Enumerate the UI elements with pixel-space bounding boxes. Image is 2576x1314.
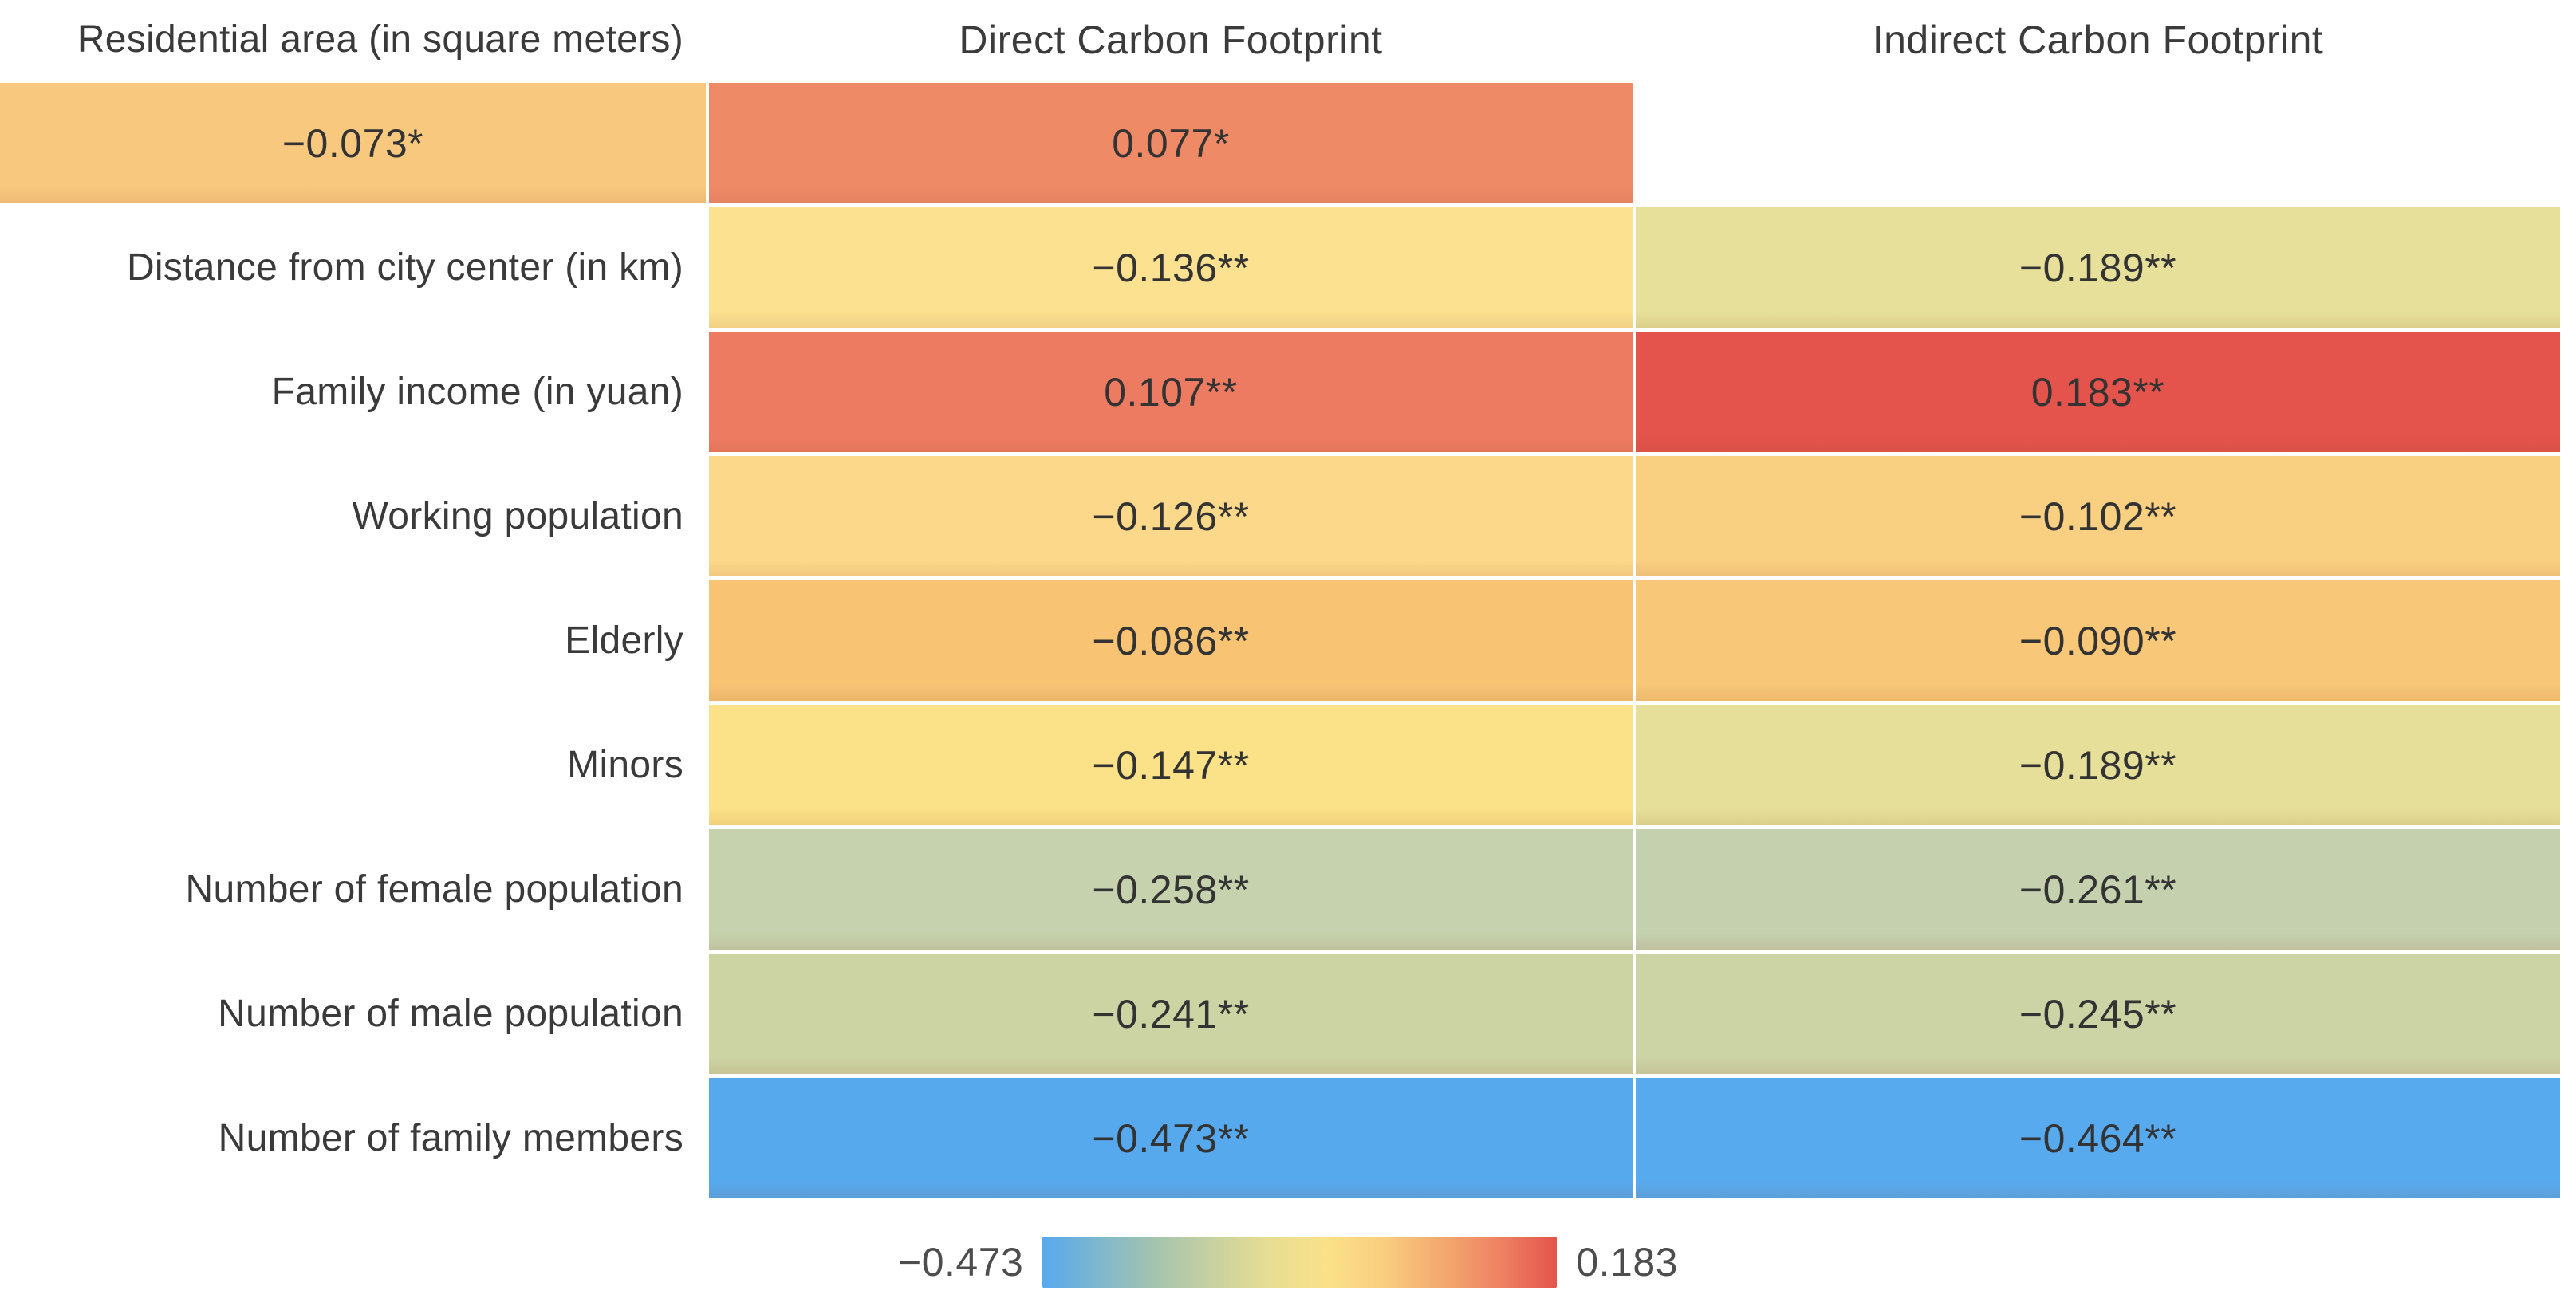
row-label: Residential area (in square meters) [77, 18, 683, 61]
cell-value: −0.136** [1092, 245, 1250, 290]
column-header-indirect: Indirect Carbon Footprint [1872, 17, 2324, 62]
cell-value: −0.189** [2019, 245, 2177, 290]
colorbar-legend: −0.473 0.183 [0, 1237, 2576, 1288]
cell-value: −0.464** [2019, 1115, 2177, 1161]
cell-value: −0.126** [1092, 494, 1250, 539]
heatmap-cell[interactable]: −0.189** [1636, 207, 2560, 328]
colorbar-max-label: 0.183 [1576, 1240, 1678, 1284]
cell-value: −0.241** [1092, 991, 1250, 1037]
heatmap-cell[interactable]: −0.147** [709, 705, 1633, 825]
cell-value: −0.261** [2019, 867, 2177, 912]
heatmap-cell[interactable]: 0.077* [709, 83, 1633, 203]
row-label: Number of family members [218, 1117, 683, 1159]
row-label: Minors [567, 744, 683, 786]
heatmap-cell[interactable]: −0.090** [1636, 580, 2560, 701]
row-label: Number of male population [218, 993, 683, 1035]
heatmap-cell[interactable]: −0.073* [0, 83, 706, 203]
heatmap-cell[interactable]: −0.258** [709, 829, 1633, 950]
cell-value: 0.107** [1104, 369, 1238, 415]
row-label: Family income (in yuan) [271, 371, 683, 413]
cell-value: −0.073* [282, 120, 424, 166]
cell-value: −0.473** [1092, 1115, 1250, 1161]
column-header-direct: Direct Carbon Footprint [959, 17, 1383, 62]
heatmap-cell[interactable]: −0.245** [1636, 954, 2560, 1074]
heatmap-cell[interactable]: −0.473** [709, 1078, 1633, 1198]
colorbar[interactable] [1042, 1237, 1558, 1288]
cell-value: −0.090** [2019, 618, 2177, 663]
heatmap-cell[interactable]: −0.261** [1636, 829, 2560, 950]
heatmap-cell[interactable]: −0.189** [1636, 705, 2560, 825]
heatmap-cell[interactable]: −0.136** [709, 207, 1633, 328]
cell-value: 0.183** [2030, 369, 2165, 415]
row-label: Elderly [565, 620, 683, 662]
heatmap-cell[interactable]: −0.241** [709, 954, 1633, 1074]
heatmap-cell[interactable]: −0.102** [1636, 456, 2560, 576]
colorbar-min-label: −0.473 [898, 1240, 1024, 1284]
cell-value: 0.077* [1112, 120, 1230, 166]
row-label: Number of female population [185, 868, 683, 911]
heatmap-grid: Direct Carbon Footprint Indirect Carbon … [0, 17, 2560, 1198]
cell-value: −0.189** [2019, 742, 2177, 788]
row-label: Working population [352, 495, 683, 537]
row-label: Distance from city center (in km) [126, 246, 683, 289]
cell-value: −0.245** [2019, 991, 2177, 1037]
heatmap-cell[interactable]: 0.107** [709, 332, 1633, 452]
cell-value: −0.102** [2019, 494, 2177, 539]
heatmap-cell[interactable]: −0.086** [709, 580, 1633, 701]
cell-value: −0.086** [1092, 618, 1250, 663]
heatmap-cell[interactable]: −0.126** [709, 456, 1633, 576]
cell-value: −0.258** [1092, 867, 1250, 912]
heatmap-cell[interactable]: −0.464** [1636, 1078, 2560, 1198]
cell-value: −0.147** [1092, 742, 1250, 788]
heatmap-cell[interactable]: 0.183** [1636, 332, 2560, 452]
